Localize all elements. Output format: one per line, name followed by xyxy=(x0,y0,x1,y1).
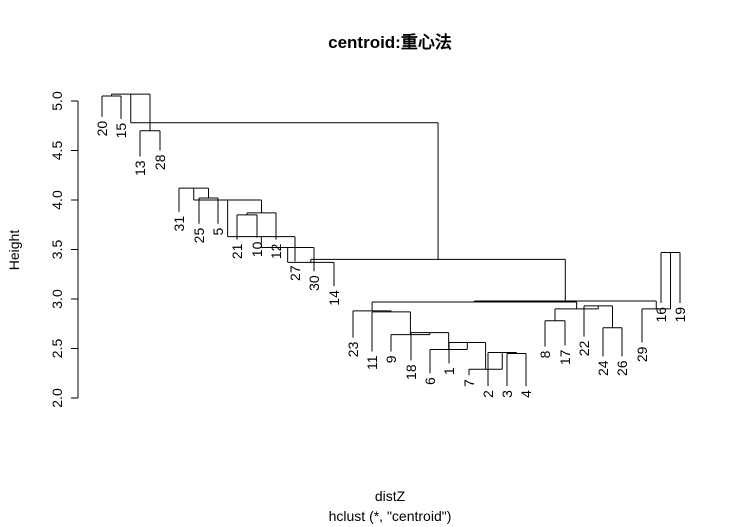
leaf-label: 14 xyxy=(326,290,342,306)
leaf-label: 8 xyxy=(537,350,553,358)
y-axis: 2.0 2.5 3.0 3.5 4.0 4.5 5.0 xyxy=(49,91,79,408)
leaf-label: 21 xyxy=(229,243,245,259)
y-tick-label: 2.5 xyxy=(49,339,65,359)
leaf-label: 11 xyxy=(364,355,380,370)
leaf-label: 23 xyxy=(345,341,361,357)
leaf-label: 27 xyxy=(287,265,303,281)
method-sublabel: hclust (*, "centroid") xyxy=(329,508,452,524)
leaf-label: 5 xyxy=(210,228,226,236)
y-tick-label: 4.5 xyxy=(49,141,65,161)
leaf-label: 6 xyxy=(422,377,438,385)
leaf-label: 12 xyxy=(268,243,284,259)
chart-title: centroid:重心法 xyxy=(328,32,452,52)
y-tick-label: 3.0 xyxy=(49,289,65,309)
leaf-label: 16 xyxy=(653,307,669,323)
leaf-label: 25 xyxy=(191,228,207,244)
leaf-label: 20 xyxy=(94,121,110,137)
leaf-label: 30 xyxy=(306,275,322,291)
dendrogram-tree xyxy=(101,93,681,387)
leaf-label: 22 xyxy=(576,340,592,356)
y-tick-label: 5.0 xyxy=(49,91,65,111)
x-axis-label: distZ xyxy=(375,488,406,504)
y-axis-label: Height xyxy=(6,230,22,271)
leaf-label: 28 xyxy=(152,154,168,170)
leaf-label: 24 xyxy=(595,360,611,376)
y-tick-label: 4.0 xyxy=(49,190,65,210)
leaf-label: 26 xyxy=(614,360,630,376)
leaf-label: 1 xyxy=(441,367,457,375)
leaf-label: 2 xyxy=(480,390,496,398)
leaf-label: 10 xyxy=(249,241,265,257)
leaf-label: 31 xyxy=(171,216,187,232)
leaf-label: 7 xyxy=(461,379,477,387)
leaf-label: 9 xyxy=(383,355,399,363)
leaf-label: 17 xyxy=(557,349,573,365)
leaf-label: 18 xyxy=(403,364,419,380)
leaf-label: 19 xyxy=(672,307,688,323)
leaf-label: 29 xyxy=(634,346,650,362)
y-tick-label: 2.0 xyxy=(49,388,65,408)
leaf-label: 4 xyxy=(518,390,534,398)
leaf-label: 13 xyxy=(132,160,148,176)
leaf-label: 15 xyxy=(113,123,129,139)
leaf-label: 3 xyxy=(499,390,515,398)
y-tick-label: 3.5 xyxy=(49,240,65,260)
